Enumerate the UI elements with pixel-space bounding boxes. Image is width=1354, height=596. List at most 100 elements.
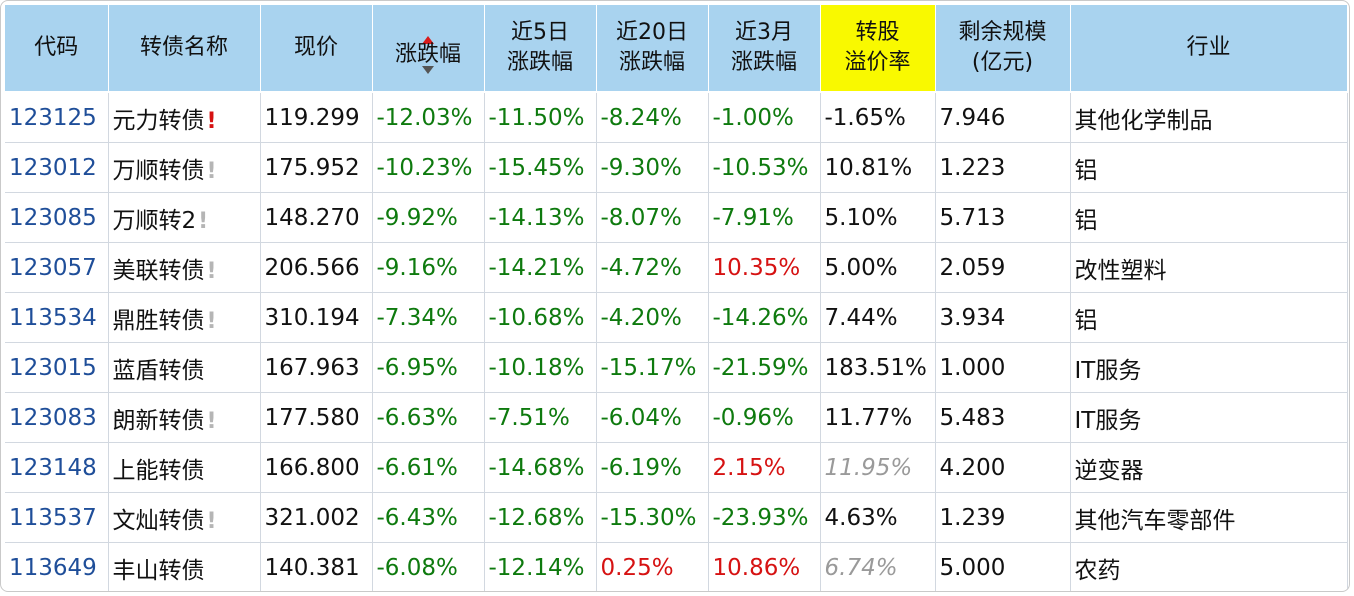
header-label: 近20日 [616,20,688,45]
bond-name-link[interactable]: 文灿转债! [108,492,261,543]
bond-name-link-text: 文灿转债 [112,507,205,534]
change-20d-cell-text: -4.20% [600,304,682,331]
header-col-change-20d[interactable]: 近20日 涨跌幅 [596,5,709,93]
table-row[interactable]: 123083 朗新转债! 177.580 -6.63% -7.51% -6.04% -0.9… [5,392,1348,443]
bond-code-link[interactable]: 123085 [5,192,109,243]
bond-name-link[interactable]: 元力转债! [108,92,261,143]
change-3m-cell: 2.15% [708,442,821,493]
table-header-row: 代码 转债名称 现价 涨跌幅 近5日 涨跌幅 近20日 涨跌幅 近3月 涨跌幅 转股 溢价率 剩余规模(… [5,5,1348,93]
change-3m-cell: 10.35% [708,242,821,293]
bond-name-link[interactable]: 万顺转债! [108,142,261,193]
change-3m-cell-text: -23.93% [712,504,809,531]
header-col-code[interactable]: 代码 [5,5,109,93]
header-label: 现价 [293,35,338,60]
bond-name-link[interactable]: 万顺转2! [108,192,261,243]
price-cell: 175.952 [260,142,373,193]
header-label: 近3月 [735,20,793,45]
change-cell: -9.92% [372,192,485,243]
table-row[interactable]: 113534 鼎胜转债! 310.194 -7.34% -10.68% -4.20% -14… [5,292,1348,343]
bond-code-link[interactable]: 123083 [5,392,109,443]
remaining-scale-cell-text: 5.713 [939,204,1006,231]
premium-cell-text: 5.10% [824,204,898,231]
bond-name-link[interactable]: 丰山转债 [108,542,261,591]
warning-icon: ! [206,158,217,184]
bond-code-link[interactable]: 113649 [5,542,109,591]
bond-name-link[interactable]: 上能转债 [108,442,261,493]
header-col-price[interactable]: 现价 [260,5,373,93]
change-3m-cell: -21.59% [708,342,821,393]
header-col-industry[interactable]: 行业 [1070,5,1348,93]
bond-code-link[interactable]: 123125 [5,92,109,143]
change-3m-cell: -23.93% [708,492,821,543]
table-row[interactable]: 123148 上能转债 166.800 -6.61% -14.68% -6.19% 2.15… [5,442,1348,493]
premium-cell-text: 11.95% [824,454,913,481]
header-col-change[interactable]: 涨跌幅 [372,5,485,93]
table-row[interactable]: 123085 万顺转2! 148.270 -9.92% -14.13% -8.07% -7.… [5,192,1348,243]
price-cell-text: 310.194 [264,304,360,331]
remaining-scale-cell-text: 2.059 [939,254,1006,281]
change-cell-text: -6.61% [376,454,458,481]
price-cell-text: 166.800 [264,454,360,481]
change-cell: -6.61% [372,442,485,493]
premium-cell-text: 4.63% [824,504,898,531]
bond-name-link[interactable]: 朗新转债! [108,392,261,443]
warning-icon: ! [206,308,217,334]
remaining-scale-cell-text: 1.239 [939,504,1006,531]
header-col-remaining-scale[interactable]: 剩余规模 (亿元) [935,5,1071,93]
change-cell-text: -12.03% [376,104,473,131]
header-col-change-3m[interactable]: 近3月 涨跌幅 [708,5,821,93]
change-5d-cell-text: -7.51% [488,404,570,431]
header-col-conversion-premium[interactable]: 转股 溢价率 [820,5,936,93]
table-row[interactable]: 123015 蓝盾转债 167.963 -6.95% -10.18% -15.17% -21… [5,342,1348,393]
header-col-name[interactable]: 转债名称 [108,5,261,93]
change-3m-cell-text: -21.59% [712,354,809,381]
change-3m-cell: -7.91% [708,192,821,243]
bond-name-link-text: 万顺转2 [112,207,197,234]
industry-cell: 铝 [1070,292,1348,343]
bond-name-link[interactable]: 鼎胜转债! [108,292,261,343]
table-row[interactable]: 123057 美联转债! 206.566 -9.16% -14.21% -4.72% 10.… [5,242,1348,293]
bond-name-link[interactable]: 蓝盾转债 [108,342,261,393]
bond-code-link[interactable]: 123015 [5,342,109,393]
bond-code-link[interactable]: 123057 [5,242,109,293]
change-cell: -12.03% [372,92,485,143]
header-label: 代码 [34,35,79,60]
industry-cell-text: 逆变器 [1074,457,1144,484]
industry-cell-text: 铝 [1074,307,1098,334]
change-3m-cell-text: -10.53% [712,154,809,181]
price-cell-text: 177.580 [264,404,360,431]
bond-code-link[interactable]: 113537 [5,492,109,543]
bond-name-link-text: 美联转债 [112,257,205,284]
table-row[interactable]: 123125 元力转债! 119.299 -12.03% -11.50% -8.24% -1… [5,92,1348,143]
warning-icon: ! [206,258,217,284]
change-5d-cell-text: -15.45% [488,154,585,181]
bond-code-link[interactable]: 123012 [5,142,109,193]
change-20d-cell-text: -15.17% [600,354,697,381]
price-cell-text: 321.002 [264,504,360,531]
price-cell: 148.270 [260,192,373,243]
table-row[interactable]: 113649 丰山转债 140.381 -6.08% -12.14% 0.25% 10.86… [5,542,1348,591]
bond-name-link-text: 上能转债 [112,457,205,484]
bond-code-link[interactable]: 113534 [5,292,109,343]
price-cell: 310.194 [260,292,373,343]
change-3m-cell-text: 10.35% [712,254,801,281]
table-body: 123125 元力转债! 119.299 -12.03% -11.50% -8.24% -1… [5,92,1348,591]
change-5d-cell: -12.68% [484,492,597,543]
industry-cell: 其他汽车零部件 [1070,492,1348,543]
bond-name-link[interactable]: 美联转债! [108,242,261,293]
change-20d-cell-text: -8.07% [600,204,682,231]
industry-cell: IT服务 [1070,392,1348,443]
price-cell: 321.002 [260,492,373,543]
convertible-bond-table: 代码 转债名称 现价 涨跌幅 近5日 涨跌幅 近20日 涨跌幅 近3月 涨跌幅 转股 溢价率 剩余规模(… [5,5,1348,591]
bond-code-link[interactable]: 123148 [5,442,109,493]
industry-cell: 农药 [1070,542,1348,591]
price-cell-text: 119.299 [264,104,360,131]
header-col-change-5d[interactable]: 近5日 涨跌幅 [484,5,597,93]
sort-down-icon [421,65,434,74]
table-row[interactable]: 123012 万顺转债! 175.952 -10.23% -15.45% -9.30% -1… [5,142,1348,193]
premium-cell: 5.10% [820,192,936,243]
table-row[interactable]: 113537 文灿转债! 321.002 -6.43% -12.68% -15.30% -2… [5,492,1348,543]
bond-code-link-text: 113534 [9,304,97,331]
change-3m-cell-text: 10.86% [712,554,801,581]
change-cell-text: -9.16% [376,254,458,281]
